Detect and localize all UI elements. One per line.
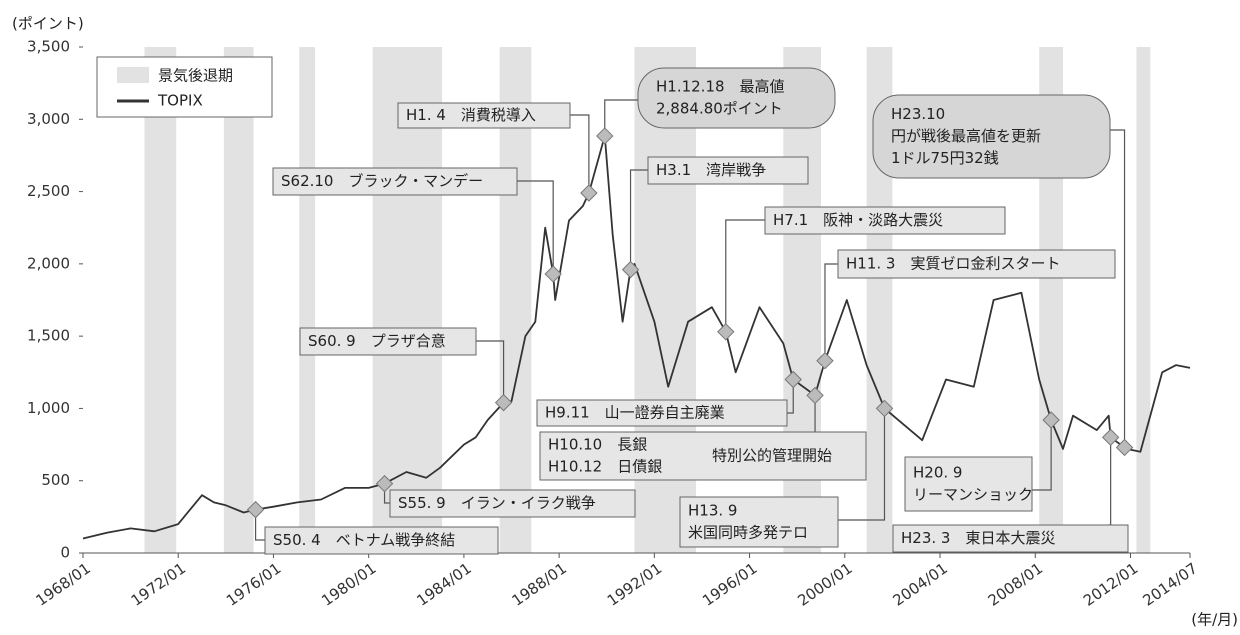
connector [824,263,838,361]
connector [629,169,648,270]
annotation-box [264,526,499,555]
recession-band [499,47,532,553]
annotation-text: H9.11 山一證券自主廃業 [545,404,725,422]
x-tick-label: 1988/01 [509,559,570,609]
y-unit: (ポイント) [12,15,84,33]
annotation-text: H1. 4 消費税導入 [406,106,536,124]
connector [476,340,505,403]
annotation-text: H11. 3 実質ゼロ金利スタート [846,255,1060,273]
annotation-text: 米国同時多発テロ [688,524,808,542]
annotation-text: S60. 9 プラザ合意 [308,332,446,350]
legend-label: TOPIX [157,92,203,110]
recession-band [1136,47,1151,553]
connector [254,509,265,541]
event-marker [1042,411,1060,429]
connector [570,114,590,194]
event-marker [580,184,598,202]
x-tick-label: 1968/01 [32,559,93,609]
annotation-box [892,524,1129,553]
connector [1032,419,1052,491]
annotation-text: H23. 3 東日本大震災 [901,529,1055,547]
x-tick-label: 2014/07 [1139,559,1200,609]
connector [725,219,765,332]
annotation-box [272,167,518,196]
annotation-box [397,102,571,129]
y-tick-label: 0 [60,544,70,562]
event-marker [246,500,265,519]
y-tick-label: 1,500 [27,327,70,345]
annotation-text: H13. 9 [688,502,737,520]
legend-swatch [117,67,149,83]
x-tick-label: 2008/01 [985,559,1046,609]
annotation-box [299,327,477,356]
topix-line [82,135,1191,540]
annotation-text: H1.12.18 最高値 [656,78,785,96]
x-tick-label: 2004/01 [890,559,951,609]
annotation-text: S62.10 ブラック・マンデー [281,172,483,190]
x-tick-label: 2000/01 [794,559,855,609]
annotation-text: 特別公的管理開始 [712,447,832,465]
event-marker [784,370,802,389]
annotation-box [837,249,1116,279]
annotation-box [872,94,1111,179]
event-marker [621,260,640,279]
x-tick-label: 2012/01 [1080,559,1141,609]
y-tick-label: 500 [41,471,70,489]
event-marker [1115,438,1134,457]
x-unit: (年/月) [1191,611,1238,629]
y-tick-label: 2,500 [27,182,70,200]
recession-band [223,47,254,553]
x-tick-label: 1976/01 [223,559,284,609]
y-tick-label: 3,000 [27,110,70,128]
event-marker [806,386,824,405]
annotation-text: H3.1 湾岸戦争 [656,161,766,179]
connector [1108,437,1112,526]
annotation-box [647,156,809,185]
event-marker [375,474,394,493]
connector [787,379,794,414]
annotation-text: 円が戦後最高値を更新 [891,127,1041,145]
legend-label: 景気後退期 [158,67,233,85]
annotation-text: H23.10 [891,105,945,123]
event-marker [1101,428,1120,447]
annotation-box [389,489,636,518]
y-tick-label: 2,000 [27,254,70,272]
x-tick-label: 1972/01 [128,559,189,609]
annotation-text: H7.1 阪神・淡路大震災 [773,211,943,229]
x-tick-label: 1984/01 [413,559,474,609]
annotation-box [539,431,867,481]
annotation-text: H10.12 日債銀 [548,458,662,476]
y-tick-label: 1,000 [27,399,70,417]
event-marker [717,323,735,341]
annotation-text: H10.10 長銀 [548,436,647,454]
annotation-text: S50. 4 ベトナム戦争終結 [273,531,455,549]
annotation-text: H20. 9 [913,464,962,482]
connector [517,180,554,274]
annotation-box [637,67,836,129]
annotation-box [679,496,839,548]
event-marker [875,399,894,418]
recession-band [372,47,443,553]
annotation-text: リーマンショック [913,486,1033,504]
event-marker [816,352,834,370]
annotation-box [904,456,1033,512]
event-marker [494,393,513,412]
annotation-text: S55. 9 イラン・イラク戦争 [398,494,596,512]
connector [604,99,638,136]
x-tick-label: 1996/01 [699,559,760,609]
annotation-box [764,206,1006,235]
connector [838,408,886,521]
y-tick-label: 3,500 [27,38,70,56]
recession-band [299,47,316,553]
recession-band [144,47,177,553]
event-marker [596,127,614,145]
annotation-text: 2,884.80ポイント [656,100,783,118]
annotation-box [536,399,788,427]
event-marker [544,265,562,283]
connector [1110,129,1126,448]
x-tick-label: 1980/01 [318,559,379,609]
x-tick-label: 1992/01 [604,559,665,609]
annotation-text: 1ドル75円32銭 [891,149,999,167]
